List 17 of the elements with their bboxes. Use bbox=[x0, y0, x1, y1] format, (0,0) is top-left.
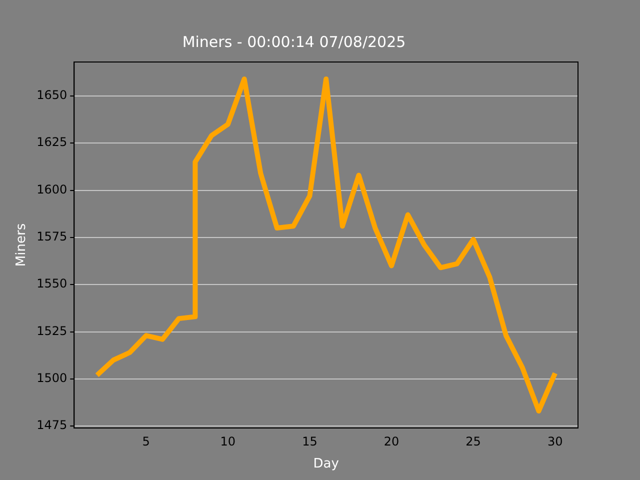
x-tick-label: 15 bbox=[302, 434, 318, 448]
y-tick-label: 1525 bbox=[36, 324, 68, 338]
y-tick-label: 1625 bbox=[36, 135, 68, 150]
x-tick-label: 5 bbox=[142, 434, 150, 448]
x-tick-label: 10 bbox=[220, 434, 236, 448]
y-tick-label: 1550 bbox=[36, 276, 68, 291]
y-tick-label: 1500 bbox=[36, 371, 68, 386]
x-tick-label: 20 bbox=[384, 434, 400, 448]
x-axis-title: Day bbox=[313, 456, 340, 472]
y-axis-title: Miners bbox=[14, 223, 30, 267]
y-tick-label: 1575 bbox=[36, 230, 68, 244]
x-tick-label: 30 bbox=[547, 434, 563, 448]
chart-title: Miners - 00:00:14 07/08/2025 bbox=[182, 32, 406, 51]
x-tick-label: 25 bbox=[466, 434, 481, 448]
y-tick-label: 1600 bbox=[36, 182, 68, 196]
y-tick-label: 1475 bbox=[36, 418, 68, 432]
y-tick-label: 1650 bbox=[36, 88, 68, 102]
